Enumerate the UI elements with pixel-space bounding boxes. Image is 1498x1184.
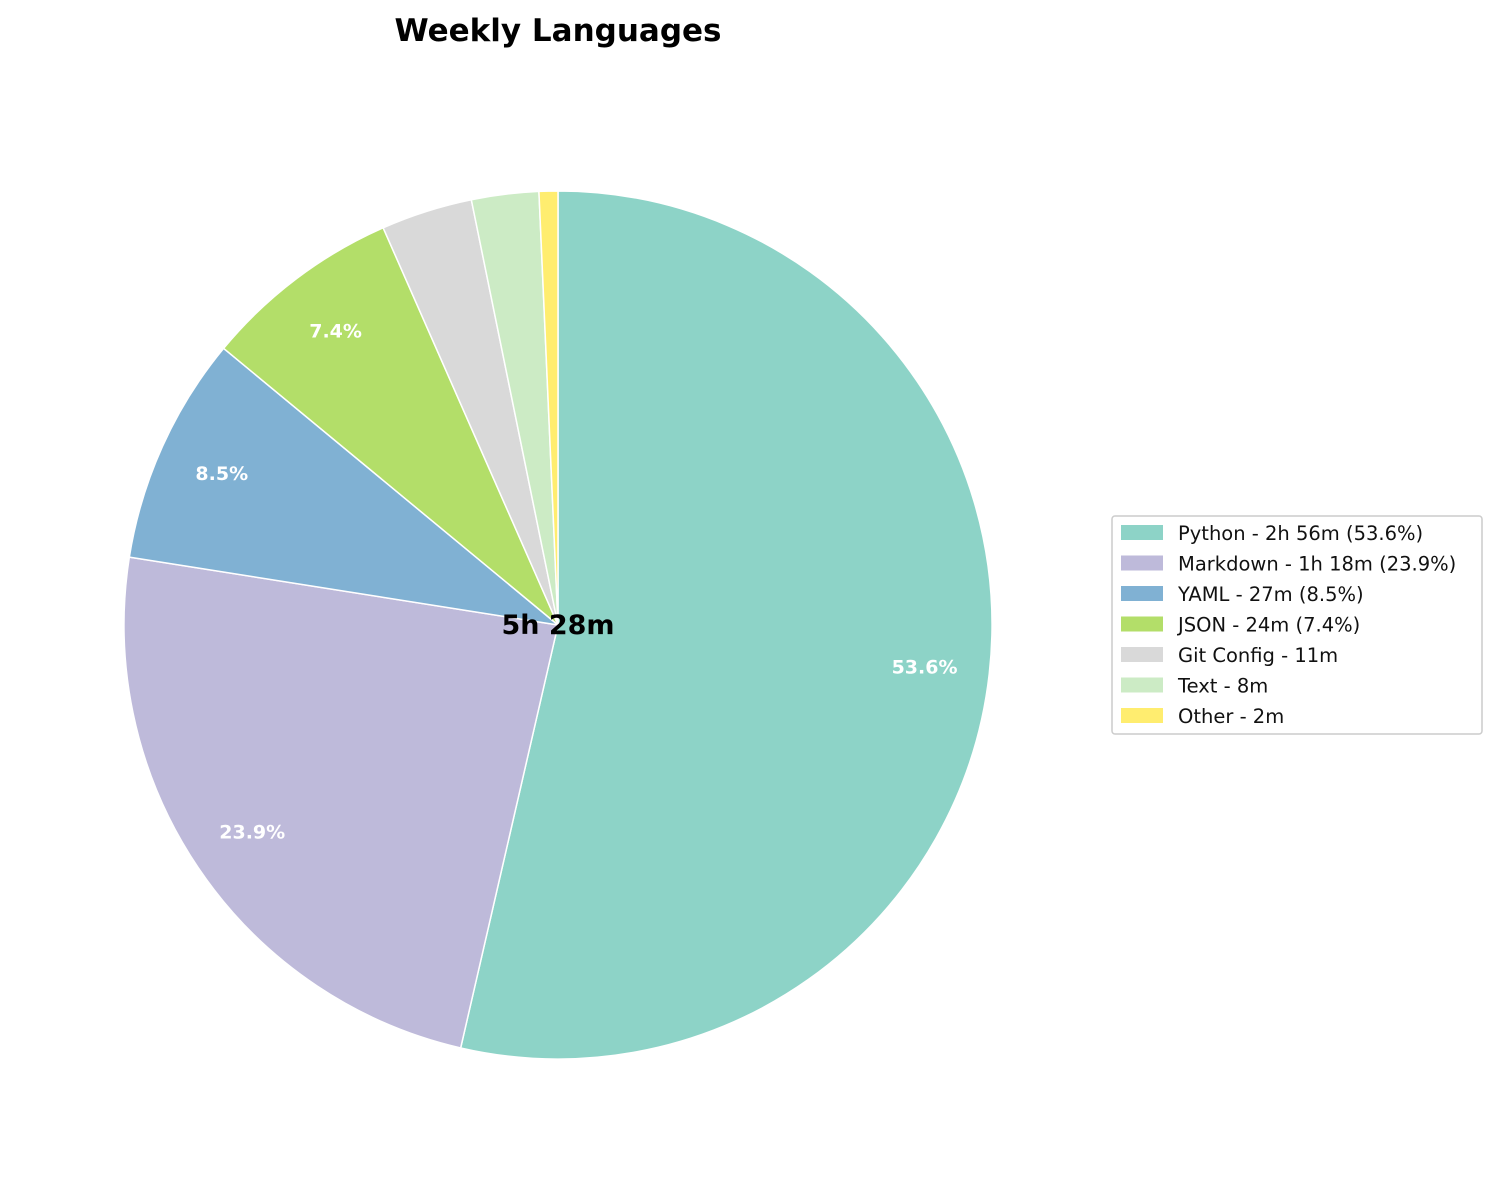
legend: Python - 2h 56m (53.6%) Markdown - 1h 18m… (1111, 515, 1483, 735)
slice-percent-label: 53.6% (892, 657, 958, 679)
legend-entry-label: YAML - 27m (8.5%) (1177, 583, 1364, 606)
legend-swatch (1121, 616, 1163, 632)
pie-slice (128, 347, 561, 627)
legend-entry-label: Git Config - 11m (1178, 644, 1338, 667)
pie-slices (123, 190, 993, 1060)
legend-swatch (1121, 525, 1163, 540)
chart-title: Weekly Languages (395, 13, 722, 49)
pie-slice (123, 556, 559, 1049)
legend-entry-label: Other - 2m (1178, 705, 1284, 728)
legend-entry-label: JSON - 24m (7.4%) (1176, 614, 1360, 637)
legend-swatch (1121, 647, 1163, 662)
legend-swatch (1121, 708, 1163, 723)
slice-percent-label: 8.5% (195, 463, 248, 485)
legend-swatch (1121, 586, 1163, 601)
pie-slice (459, 190, 993, 1060)
legend-entry-label: Text - 8m (1177, 675, 1268, 698)
center-total-label: 5h 28m (501, 610, 614, 641)
legend-entry-label: Python - 2h 56m (53.6%) (1178, 522, 1423, 545)
legend-swatch (1121, 555, 1163, 571)
legend-box (1111, 515, 1483, 735)
legend-swatch (1121, 677, 1163, 693)
slice-percent-label: 23.9% (219, 821, 285, 843)
pie-slice (538, 190, 559, 626)
slice-percent-label: 7.4% (309, 321, 362, 343)
pie-slice (222, 226, 559, 626)
legend-entry-label: Markdown - 1h 18m (23.9%) (1178, 553, 1456, 576)
pie-percent-labels: 53.6% 23.9% 8.5% 7.4% (195, 321, 957, 844)
